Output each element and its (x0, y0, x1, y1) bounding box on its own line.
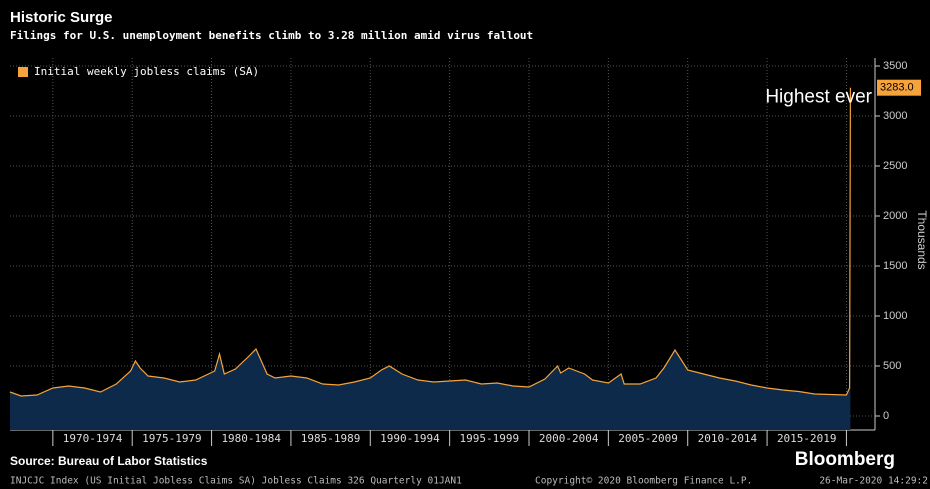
footer-right: 26-Mar-2020 14:29:2 (819, 476, 928, 487)
x-tick-label: 1985-1989 (301, 432, 361, 445)
legend-label: Initial weekly jobless claims (SA) (34, 65, 259, 78)
y-tick-label: 3000 (883, 110, 907, 122)
footer-left: INJCJC Index (US Initial Jobless Claims … (10, 476, 462, 487)
source: Source: Bureau of Labor Statistics (10, 454, 208, 468)
x-tick-label: 1995-1999 (460, 432, 520, 445)
chart-subtitle: Filings for U.S. unemployment benefits c… (10, 29, 533, 42)
x-tick-label: 1980-1984 (221, 432, 281, 445)
y-tick-label: 1500 (883, 260, 907, 272)
y-tick-label: 0 (883, 410, 889, 422)
x-tick-label: 2000-2004 (539, 432, 599, 445)
x-tick-label: 2010-2014 (698, 432, 758, 445)
brand: Bloomberg (795, 449, 895, 470)
y-tick-label: 1000 (883, 310, 907, 322)
area (10, 87, 851, 430)
value-label: 3283.0 (880, 82, 914, 94)
footer-center: Copyright© 2020 Bloomberg Finance L.P. (535, 476, 752, 487)
x-tick-label: 2005-2009 (618, 432, 678, 445)
y-tick-label: 3500 (883, 60, 907, 72)
annotation: Highest ever (765, 87, 872, 108)
line (9, 87, 851, 397)
y-axis-label: Thousands (915, 210, 929, 269)
x-tick-label: 1990-1994 (380, 432, 440, 445)
value-label-box (877, 79, 921, 96)
legend-swatch (18, 67, 28, 77)
y-tick-label: 500 (883, 360, 901, 372)
x-tick-label: 1975-1979 (142, 432, 202, 445)
x-tick-label: 2015-2019 (777, 432, 837, 445)
chart-title: Historic Surge (10, 9, 113, 26)
y-tick-label: 2500 (883, 160, 907, 172)
y-tick-label: 2000 (883, 210, 907, 222)
x-tick-label: 1970-1974 (63, 432, 123, 445)
